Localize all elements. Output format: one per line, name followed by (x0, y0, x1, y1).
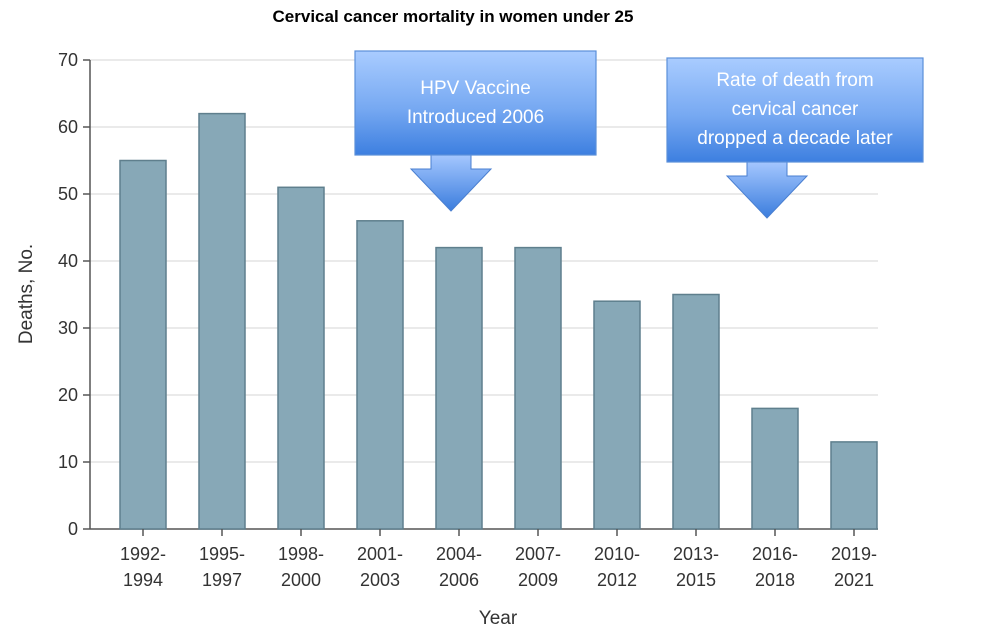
y-tick-label: 10 (58, 452, 78, 472)
callout-arrow (725, 160, 809, 219)
bar (356, 220, 404, 530)
x-tick-label: 2018 (755, 570, 795, 590)
callout-text: HPV Vaccine (420, 78, 531, 99)
callout-box (354, 50, 597, 156)
callout-text: dropped a decade later (697, 128, 893, 149)
x-tick-label: 2000 (281, 570, 321, 590)
y-tick-label: 60 (58, 117, 78, 137)
bar (830, 441, 878, 530)
callout: HPV Vaccine Introduced 2006 (354, 50, 597, 212)
x-tick-label: 2003 (360, 570, 400, 590)
x-tick-label: 2004- (436, 544, 482, 564)
y-axis-label: Deaths, No. (16, 244, 37, 344)
callout-box (666, 57, 924, 163)
y-tick-label: 30 (58, 318, 78, 338)
x-tick-label: 1997 (202, 570, 242, 590)
x-tick-label: 2001- (357, 544, 403, 564)
x-tick-label: 2012 (597, 570, 637, 590)
x-tick-label: 1998- (278, 544, 324, 564)
y-tick-label: 0 (68, 519, 78, 539)
x-axis-ticks: 1992- 1994 1995- 1997 1998- 2000 2001- 2003 2004… (120, 529, 877, 590)
x-tick-label: 2007- (515, 544, 561, 564)
x-tick-label: 2019- (831, 544, 877, 564)
callout: Rate of death from cervical cancer dropped… (666, 57, 924, 219)
bars (119, 112, 878, 530)
x-tick-label: 2013- (673, 544, 719, 564)
x-tick-label: 2006 (439, 570, 479, 590)
x-tick-label: 2010- (594, 544, 640, 564)
bar (277, 186, 325, 530)
callout-text: Introduced 2006 (407, 107, 544, 128)
y-tick-label: 70 (58, 50, 78, 70)
x-tick-label: 2015 (676, 570, 716, 590)
bar (198, 112, 246, 530)
bar (514, 246, 562, 530)
x-tick-label: 2009 (518, 570, 558, 590)
x-tick-label: 2021 (834, 570, 874, 590)
x-tick-label: 1995- (199, 544, 245, 564)
bar (672, 293, 720, 530)
y-tick-label: 40 (58, 251, 78, 271)
bar (751, 407, 799, 530)
y-axis-ticks: 0 10 20 30 40 50 60 70 (58, 50, 90, 539)
callouts: HPV Vaccine Introduced 2006 Rate of death … (354, 50, 924, 219)
bar (593, 300, 641, 530)
x-tick-label: 1992- (120, 544, 166, 564)
callout-text: cervical cancer (732, 99, 859, 120)
callout-arrow (409, 153, 493, 212)
callout-text: Rate of death from (716, 70, 873, 91)
y-tick-label: 50 (58, 184, 78, 204)
bar (435, 246, 483, 530)
y-tick-label: 20 (58, 385, 78, 405)
x-axis-label: Year (479, 608, 518, 629)
chart-title: Cervical cancer mortality in women under… (273, 7, 634, 26)
x-tick-label: 2016- (752, 544, 798, 564)
x-tick-label: 1994 (123, 570, 163, 590)
bar (119, 159, 167, 530)
